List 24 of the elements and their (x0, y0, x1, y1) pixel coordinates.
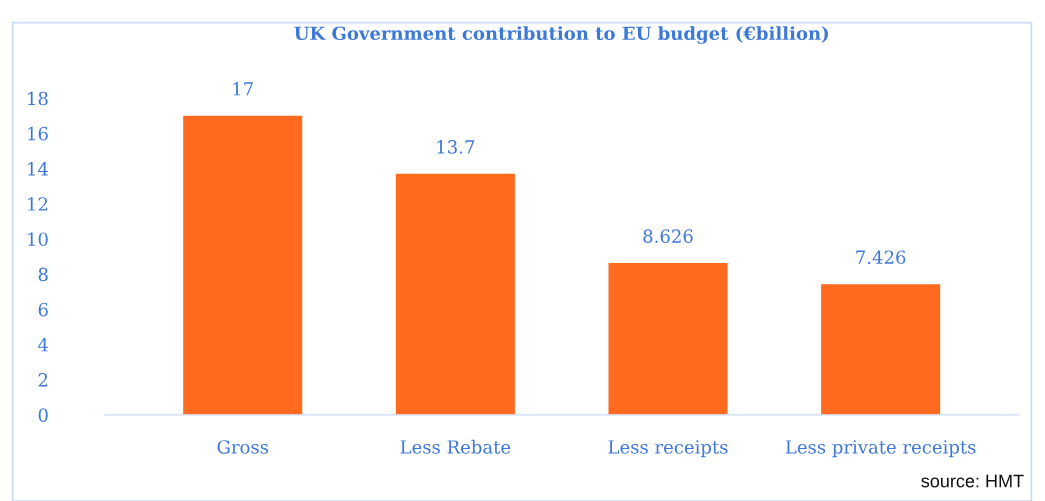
x-tick-label: Less Rebate (400, 439, 511, 454)
y-tick-label: 18 (28, 91, 48, 106)
x-tick-label: Less receipts (608, 440, 728, 458)
data-label: 8.626 (643, 229, 693, 243)
y-tick-label: 4 (38, 337, 49, 352)
y-tick-label: 16 (28, 126, 48, 141)
chart-title: UK Government contribution to EU budget (€billion) (294, 26, 828, 44)
y-tick-label: 14 (28, 162, 49, 176)
bar (395, 173, 515, 415)
bar (821, 284, 941, 415)
x-tick-label: Gross (217, 440, 269, 454)
bar (608, 263, 728, 415)
y-tick-label: 2 (38, 373, 48, 387)
x-tick-label: Less private receipts (785, 440, 976, 458)
data-label: 7.426 (856, 250, 906, 265)
y-tick-label: 0 (38, 408, 48, 422)
data-label: 17 (233, 81, 253, 96)
y-tick-label: 10 (28, 232, 48, 247)
source-note: source: HMT (921, 474, 1024, 488)
bar (183, 115, 303, 415)
data-label: 13.7 (437, 140, 475, 154)
y-tick-label: 12 (28, 197, 48, 211)
y-tick-label: 6 (38, 302, 48, 317)
y-tick-label: 8 (38, 267, 48, 282)
